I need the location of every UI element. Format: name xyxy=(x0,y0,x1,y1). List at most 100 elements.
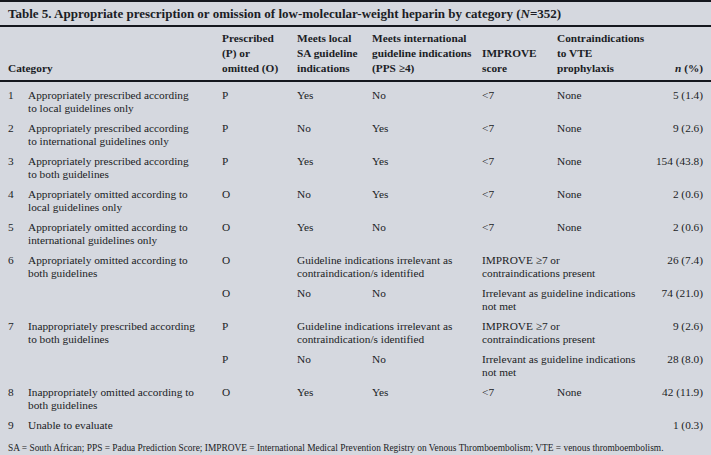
table-cell xyxy=(297,412,372,432)
table-row: 9Unable to evaluate 1 (0.3) xyxy=(0,412,711,432)
table-cell: 3 xyxy=(0,148,28,181)
table-cell: Inappropriately prescribed according to … xyxy=(28,313,222,346)
table-cell: O xyxy=(222,280,297,313)
table-title-text: Table 5. Appropriate prescription or omi… xyxy=(8,6,521,21)
table-row: 5Appropriately omitted according to inte… xyxy=(0,214,711,247)
table-cell: Unable to evaluate xyxy=(28,412,222,432)
table-cell: No xyxy=(297,181,372,214)
table-cell: IMPROVE ≥7 or contraindications present xyxy=(482,247,653,280)
column-header: Prescribed (P) or omitted (O) xyxy=(222,27,297,81)
table-cell: Yes xyxy=(297,81,372,115)
table-cell xyxy=(557,412,653,432)
table-cell: O xyxy=(222,247,297,280)
table-cell: Inappropriately omitted according to bot… xyxy=(28,379,222,412)
table-cell: Appropriately omitted according to inter… xyxy=(28,214,222,247)
table-cell: P xyxy=(222,115,297,148)
column-header: Meets international guideline indication… xyxy=(372,27,482,81)
table-cell xyxy=(222,412,297,432)
table-row: 4Appropriately omitted according to loca… xyxy=(0,181,711,214)
table-cell: None xyxy=(557,214,653,247)
table-cell: <7 xyxy=(482,379,557,412)
table-cell xyxy=(0,280,28,313)
table-row: 1Appropriately prescribed according to l… xyxy=(0,81,711,115)
table-cell: IMPROVE ≥7 or contraindications present xyxy=(482,313,653,346)
table-cell: 2 (0.6) xyxy=(653,181,711,214)
table-row: 8Inappropriately omitted according to bo… xyxy=(0,379,711,412)
table-cell: <7 xyxy=(482,148,557,181)
table-cell: O xyxy=(222,214,297,247)
table-cell: 42 (11.9) xyxy=(653,379,711,412)
table-cell: 1 (0.3) xyxy=(653,412,711,432)
table-cell: Yes xyxy=(297,214,372,247)
data-table: CategoryPrescribed (P) or omitted (O)Mee… xyxy=(0,27,711,432)
column-header: Meets local SA guideline indications xyxy=(297,27,372,81)
header-row: CategoryPrescribed (P) or omitted (O)Mee… xyxy=(0,27,711,81)
table-cell: Yes xyxy=(372,181,482,214)
table-cell xyxy=(372,412,482,432)
table-cell: 74 (21.0) xyxy=(653,280,711,313)
table-row: PNoNoIrrelevant as guideline indications… xyxy=(0,346,711,379)
table-row: ONoNoIrrelevant as guideline indications… xyxy=(0,280,711,313)
table-cell: 1 xyxy=(0,81,28,115)
table-cell: 9 xyxy=(0,412,28,432)
table-cell: Yes xyxy=(297,148,372,181)
table-cell: Guideline indications irrelevant as cont… xyxy=(297,247,482,280)
table-cell: Irrelevant as guideline indications not … xyxy=(482,280,653,313)
table-cell: None xyxy=(557,148,653,181)
footnote: SA = South African; PPS = Padua Predicti… xyxy=(0,432,711,454)
table-cell: No xyxy=(372,81,482,115)
table-cell: O xyxy=(222,181,297,214)
table-cell: P xyxy=(222,81,297,115)
table-cell xyxy=(28,280,222,313)
column-header: Category xyxy=(0,27,222,81)
table-row: 7Inappropriately prescribed according to… xyxy=(0,313,711,346)
table-cell: No xyxy=(372,280,482,313)
table-cell: P xyxy=(222,148,297,181)
table-cell: 2 xyxy=(0,115,28,148)
table-cell: 154 (43.8) xyxy=(653,148,711,181)
table-cell: <7 xyxy=(482,81,557,115)
table-row: 2Appropriately prescribed according to i… xyxy=(0,115,711,148)
table-cell: <7 xyxy=(482,214,557,247)
table-cell xyxy=(0,346,28,379)
table-row: 6Appropriately omitted according to both… xyxy=(0,247,711,280)
table-cell: 28 (8.0) xyxy=(653,346,711,379)
table-cell: No xyxy=(297,280,372,313)
table-cell: 4 xyxy=(0,181,28,214)
table-title-suffix: =352) xyxy=(530,6,561,21)
table-cell: Appropriately prescribed according to lo… xyxy=(28,81,222,115)
table-cell: No xyxy=(297,346,372,379)
table-body: 1Appropriately prescribed according to l… xyxy=(0,81,711,432)
table-row: 3Appropriately prescribed according to b… xyxy=(0,148,711,181)
table-cell: No xyxy=(297,115,372,148)
table-cell: 8 xyxy=(0,379,28,412)
table-cell: 5 (1.4) xyxy=(653,81,711,115)
table-cell xyxy=(28,346,222,379)
table-cell: <7 xyxy=(482,115,557,148)
table-cell: 26 (7.4) xyxy=(653,247,711,280)
table-cell: None xyxy=(557,181,653,214)
table-title-n-italic: N xyxy=(521,6,530,21)
column-header: IMPROVE score xyxy=(482,27,557,81)
table-cell: Yes xyxy=(372,115,482,148)
table-cell: Appropriately omitted according to both … xyxy=(28,247,222,280)
table-cell: Guideline indications irrelevant as cont… xyxy=(297,313,482,346)
table-cell xyxy=(482,412,557,432)
table-cell: Appropriately prescribed according to in… xyxy=(28,115,222,148)
table-cell: Appropriately prescribed according to bo… xyxy=(28,148,222,181)
table-cell: <7 xyxy=(482,181,557,214)
table-cell: P xyxy=(222,313,297,346)
table-cell: O xyxy=(222,379,297,412)
table-cell: None xyxy=(557,115,653,148)
table-cell: 2 (0.6) xyxy=(653,214,711,247)
table-cell: None xyxy=(557,81,653,115)
column-header: Contraindications to VTE prophylaxis xyxy=(557,27,653,81)
table-cell: 5 xyxy=(0,214,28,247)
table-cell: Yes xyxy=(297,379,372,412)
table-cell: P xyxy=(222,346,297,379)
table-cell: Appropriately omitted according to local… xyxy=(28,181,222,214)
table-cell: Irrelevant as guideline indications not … xyxy=(482,346,653,379)
table-cell: No xyxy=(372,346,482,379)
table-title: Table 5. Appropriate prescription or omi… xyxy=(0,2,711,27)
table-cell: 9 (2.6) xyxy=(653,313,711,346)
